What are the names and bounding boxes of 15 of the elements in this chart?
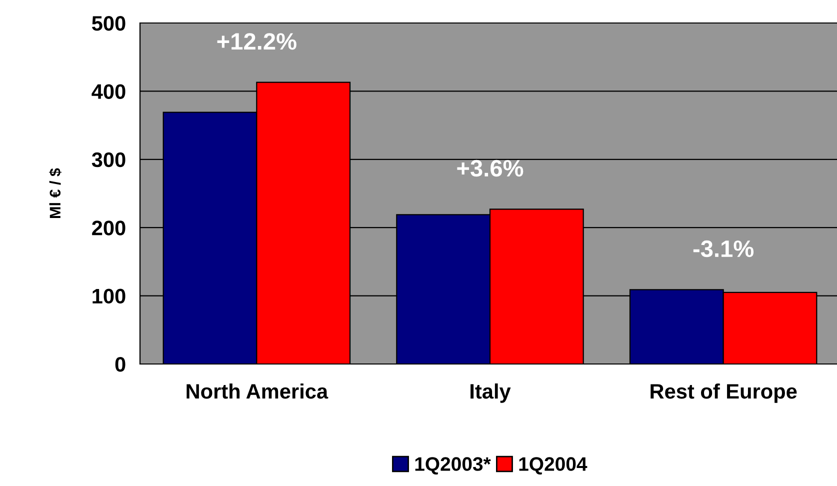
annotation: +3.6%	[457, 160, 524, 177]
annotation: -3.1%	[693, 240, 754, 258]
y-tick-label: 0	[115, 357, 126, 372]
y-tick-label: 400	[92, 84, 126, 99]
legend-label: 1Q2004	[519, 457, 588, 475]
y-tick-label: 300	[92, 152, 126, 168]
legend-label: 1Q2003*	[415, 457, 491, 475]
annotation: +12.2%	[217, 33, 296, 50]
x-tick-label: North America	[186, 383, 328, 399]
y-axis-title: Ml € / $	[49, 168, 62, 218]
x-tick-label: Italy	[470, 383, 511, 403]
y-tick-label: 200	[92, 220, 126, 236]
x-tick-label: Rest of Europe	[650, 383, 797, 403]
y-tick-label: 500	[92, 16, 126, 31]
y-tick-label: 100	[92, 288, 126, 304]
